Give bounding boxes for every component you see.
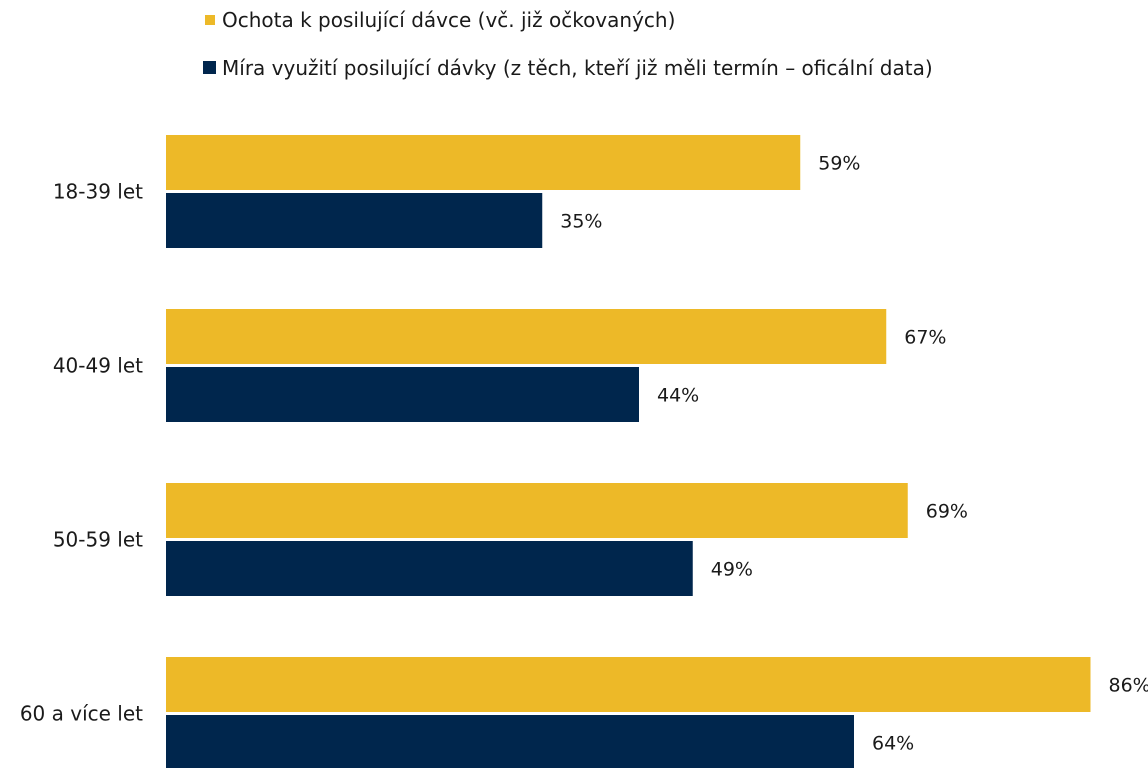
category-label: 50-59 let [53, 528, 143, 552]
data-label: 67% [904, 327, 946, 349]
data-label: 59% [818, 153, 860, 175]
data-label: 64% [872, 733, 914, 755]
data-label: 86% [1109, 675, 1148, 697]
category-label: 40-49 let [53, 354, 143, 378]
bar-mira [166, 367, 639, 422]
bar-ochota [166, 309, 887, 364]
data-label: 69% [926, 501, 968, 523]
legend-label-ochota: Ochota k posilující dávce (vč. již očkov… [222, 8, 675, 32]
legend-label-mira: Míra využití posilující dávky (z těch, k… [222, 56, 933, 80]
legend-swatch-ochota [205, 15, 215, 25]
bar-ochota [166, 135, 801, 190]
data-label: 49% [711, 559, 753, 581]
bar-ochota [166, 657, 1091, 712]
bar-mira [166, 193, 543, 248]
data-label: 35% [560, 211, 602, 233]
plot-area: 18-39 let 59% 35% 40-49 let 67% 44% 50-59 let 6… [20, 135, 1148, 768]
bar-mira [166, 715, 854, 768]
chart-legend: Ochota k posilující dávce (vč. již očkov… [203, 8, 933, 80]
category-label: 60 a více let [20, 702, 143, 726]
legend-swatch-mira [203, 61, 216, 74]
bar-mira [166, 541, 693, 596]
category-label: 18-39 let [53, 180, 143, 204]
bar-ochota [166, 483, 908, 538]
data-label: 44% [657, 385, 699, 407]
